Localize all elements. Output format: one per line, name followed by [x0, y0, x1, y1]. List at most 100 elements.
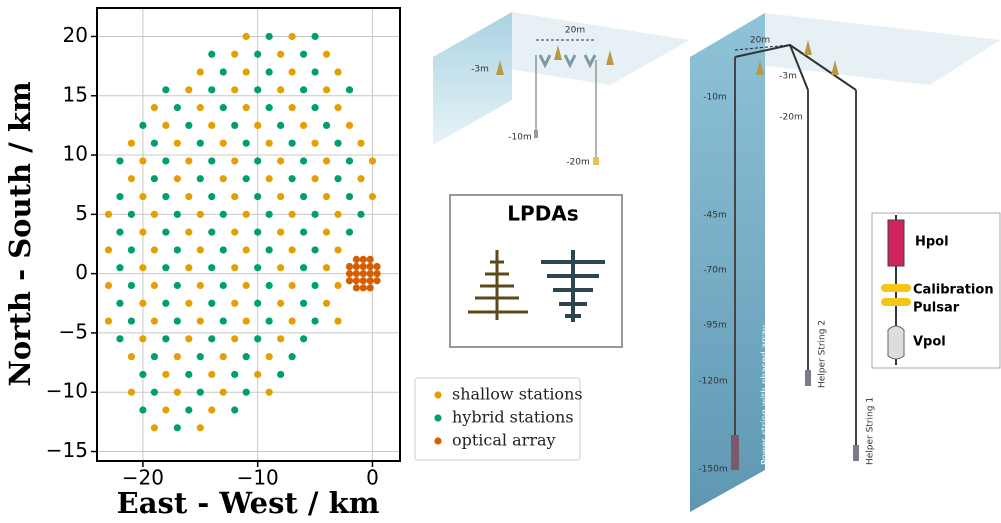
y-tick-label: 20: [63, 23, 88, 47]
scatter-point: [299, 192, 308, 201]
scatter-point: [150, 281, 158, 290]
scatter-point: [173, 281, 181, 290]
scatter-point: [311, 317, 319, 325]
string-label: Power string with phased array: [761, 324, 771, 465]
depth-label: -45m: [703, 211, 726, 221]
depth-label: -150m: [698, 465, 727, 475]
scatter-point: [162, 264, 170, 272]
scatter-point: [242, 175, 250, 183]
depth-label: 20m: [565, 26, 585, 36]
depth-label: -3m: [779, 72, 797, 82]
scatter-point: [219, 175, 227, 183]
scatter-point: [345, 86, 354, 94]
scatter-point: [265, 317, 273, 325]
depth-label: -20m: [566, 158, 589, 168]
scatter-point: [219, 68, 227, 76]
depth-label: -10m: [703, 93, 726, 103]
scatter-point: [196, 139, 204, 147]
scatter-point: [139, 406, 147, 414]
legend-label: Vpol: [913, 335, 946, 350]
legend-label: optical array: [452, 431, 556, 450]
scatter-point: [173, 246, 181, 254]
scatter-point: [162, 406, 170, 414]
diagram-shape: [853, 445, 859, 461]
scatter-point: [116, 264, 124, 272]
scatter-point: [322, 264, 331, 272]
scatter-point: [185, 228, 193, 236]
scatter-point: [288, 353, 296, 361]
scatter-point: [265, 32, 273, 41]
scatter-point: [277, 370, 285, 379]
scatter-point: [242, 246, 250, 254]
scatter-point: [127, 139, 136, 147]
scatter-point: [104, 210, 113, 218]
scatter-point: [150, 388, 158, 396]
scatter-point: [208, 50, 216, 58]
scatter-point: [366, 284, 374, 292]
scatter-point: [299, 50, 308, 58]
diagram-shape: [734, 44, 791, 51]
diagram-shape: [534, 130, 538, 138]
scatter-point: [173, 424, 181, 432]
scatter-point: [231, 335, 239, 343]
scatter-point: [242, 353, 250, 361]
scatter-point: [127, 317, 136, 325]
scatter-point: [185, 121, 193, 130]
scatter-point: [254, 335, 262, 343]
scatter-point: [345, 270, 354, 278]
scatter-point: [208, 228, 216, 236]
legend-box: [414, 377, 581, 461]
diagram-shape: [805, 370, 811, 386]
scatter-point: [196, 175, 204, 183]
scatter-point: [219, 104, 227, 112]
scatter-point: [254, 50, 262, 58]
legend-marker: [434, 437, 442, 445]
scatter-point: [116, 157, 124, 165]
scatter-point: [185, 370, 193, 379]
scatter-point: [299, 264, 308, 272]
x-tick-label: −20: [122, 466, 164, 490]
legend-label: shallow stations: [452, 385, 583, 404]
scatter-point: [185, 157, 193, 165]
scatter-point: [322, 157, 331, 165]
depth-label: -95m: [703, 321, 726, 331]
scatter-point: [299, 228, 308, 236]
scatter-point: [373, 277, 381, 285]
scatter-point: [185, 299, 193, 307]
scatter-point: [288, 32, 296, 41]
scatter-point: [352, 270, 360, 278]
scatter-point: [288, 68, 296, 76]
scatter-point: [334, 281, 342, 290]
scatter-point: [196, 104, 204, 112]
scatter-point: [208, 121, 216, 130]
legend-marker: [434, 391, 442, 399]
scatter-point: [288, 104, 296, 112]
scatter-point: [311, 175, 319, 183]
scatter-point: [162, 192, 170, 201]
scatter-point: [345, 157, 354, 165]
scatter-point: [277, 121, 285, 130]
x-axis-label: East - West / km: [117, 486, 380, 520]
scatter-point: [219, 281, 227, 290]
diagram-shape: [538, 54, 597, 69]
scatter-point: [277, 335, 285, 343]
scatter-point: [104, 246, 113, 254]
scatter-point: [334, 139, 342, 147]
scatter-point: [139, 121, 147, 130]
scatter-point: [196, 388, 204, 396]
scatter-point: [208, 335, 216, 343]
scatter-point: [242, 317, 250, 325]
scatter-point: [150, 353, 158, 361]
scatter-point: [345, 121, 354, 130]
scatter-point: [352, 255, 360, 264]
scatter-point: [352, 284, 360, 292]
diagram-shape: [789, 44, 809, 91]
scatter-point: [208, 406, 216, 414]
scatter-point: [127, 353, 136, 361]
x-tick-label: 0: [366, 466, 379, 490]
depth-label: -70m: [703, 266, 726, 276]
scatter-point: [139, 335, 147, 343]
scatter-point: [104, 281, 113, 290]
scatter-point: [311, 32, 319, 41]
